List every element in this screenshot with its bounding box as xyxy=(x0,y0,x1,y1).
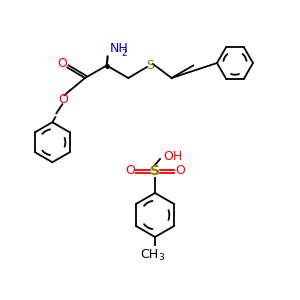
Text: O: O xyxy=(175,164,185,178)
Text: NH: NH xyxy=(110,43,128,56)
Text: O: O xyxy=(125,164,135,178)
Text: S: S xyxy=(150,164,160,178)
Text: 3: 3 xyxy=(158,254,164,262)
Text: OH: OH xyxy=(163,149,182,163)
Text: CH: CH xyxy=(140,248,158,262)
Text: O: O xyxy=(58,93,68,106)
Text: S: S xyxy=(146,59,154,72)
Text: O: O xyxy=(57,57,67,70)
Text: 2: 2 xyxy=(122,49,127,58)
